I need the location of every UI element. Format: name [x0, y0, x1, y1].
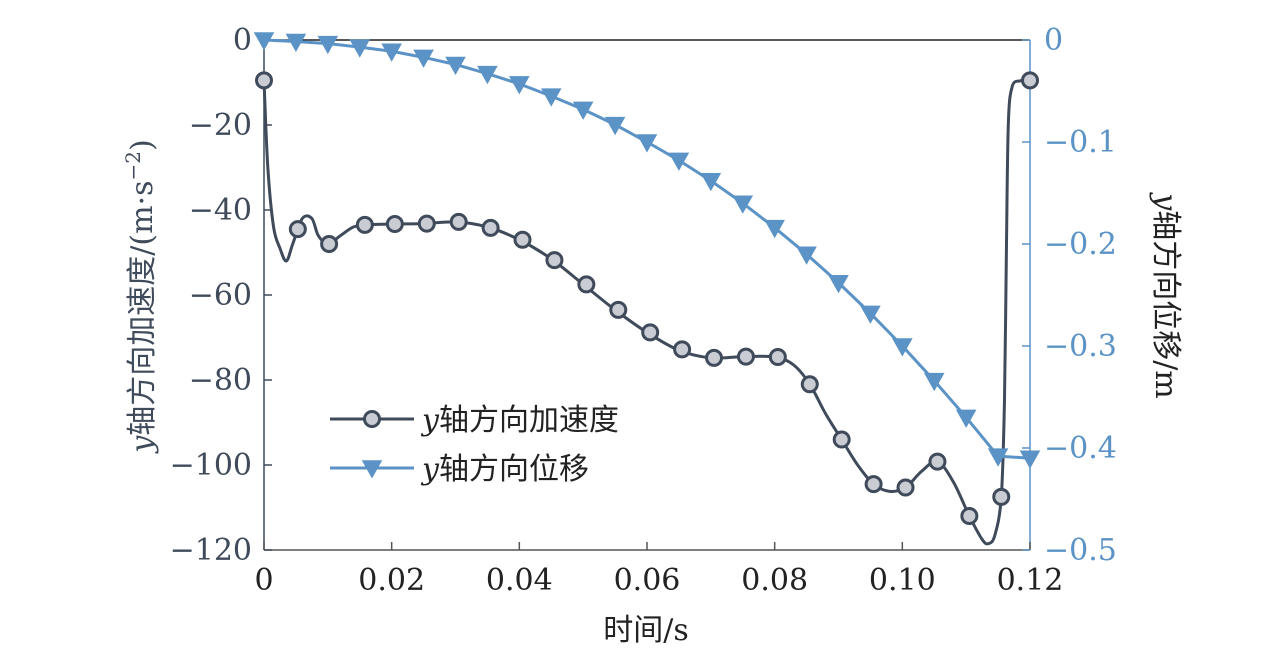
series-disp-marker [636, 134, 658, 153]
left-y-axis-title-sup: −2 [121, 151, 145, 180]
left-y-axis-title-text: 轴方向加速度/(m·s [125, 181, 160, 436]
series-disp-marker [381, 43, 402, 62]
legend-accel-text: 轴方向加速度 [439, 403, 619, 438]
series-accel-marker [800, 375, 819, 394]
series-disp-marker [1019, 450, 1041, 469]
series-accel-marker [832, 430, 851, 449]
right-y-tick-label: −0.2 [1044, 227, 1117, 262]
series-accel-marker [736, 347, 755, 366]
left-y-tick-label: −80 [189, 363, 252, 398]
left-y-tick-label: −40 [189, 193, 252, 228]
series-accel-marker [928, 452, 947, 471]
series-accel-marker [641, 323, 660, 342]
series-disp-marker [796, 246, 817, 265]
series-disp-marker [445, 56, 466, 76]
series-disp-marker [349, 39, 371, 58]
x-tick-label: 0.10 [869, 563, 936, 598]
legend-accel-label: y轴方向加速度 [420, 403, 619, 438]
series-disp-marker [604, 116, 626, 136]
legend-accel-marker [363, 410, 381, 428]
series-accel-marker [577, 275, 596, 294]
series-disp-marker [987, 448, 1009, 467]
x-tick-label: 0.12 [997, 563, 1064, 598]
series-accel-marker [960, 507, 979, 525]
series-accel-marker [513, 230, 532, 249]
right-y-axis-title-var: y [1148, 191, 1183, 211]
series-accel-marker [705, 348, 724, 367]
series-disp-marker [700, 173, 722, 192]
series-disp-marker [828, 275, 849, 294]
left-y-axis-title-var: y [125, 435, 160, 455]
series-disp-marker [572, 101, 594, 120]
series-accel-marker [768, 348, 787, 367]
series-disp-marker [764, 219, 785, 239]
right-y-tick-label: 0 [1044, 23, 1063, 58]
right-y-tick-label: −0.5 [1044, 533, 1117, 568]
series-disp-marker [892, 338, 913, 357]
x-tick-label: 0 [254, 563, 273, 598]
series-accel-marker [609, 300, 628, 319]
legend-disp-text: 轴方向位移 [439, 452, 589, 487]
x-axis-title: 时间/s [603, 613, 689, 648]
left-y-axis-title: y轴方向加速度/(m·s−2) [121, 139, 160, 454]
series-accel-marker [673, 340, 692, 359]
series-disp-marker [955, 409, 977, 428]
legend-accel-var: y [420, 403, 440, 438]
legend-disp-var: y [420, 452, 440, 487]
x-tick-label: 0.08 [741, 563, 808, 598]
legend-entry-disp: y轴方向位移 [330, 452, 589, 487]
series-disp-marker [923, 372, 945, 392]
series-accel-marker [320, 235, 339, 253]
x-tick-label: 0.04 [486, 563, 553, 598]
x-tick-label: 0.02 [358, 563, 425, 598]
right-y-axis-title-text: 轴方向位移/m [1148, 210, 1183, 399]
left-y-tick-label: 0 [233, 23, 252, 58]
right-y-tick-label: −0.1 [1044, 125, 1117, 160]
series-disp-line [263, 38, 1031, 460]
left-y-tick-label: −100 [170, 448, 252, 483]
left-y-tick-label: −20 [189, 108, 252, 143]
series-accel-marker [417, 214, 436, 233]
series-accel-marker [449, 212, 468, 231]
series-accel-marker [355, 215, 374, 234]
legend-disp-marker [361, 460, 383, 479]
right-y-tick-label: −0.4 [1044, 431, 1117, 466]
series-accel-marker [288, 220, 307, 239]
series-disp-marker [668, 152, 690, 171]
series-disp-marker [285, 33, 307, 53]
series-disp-marker [477, 65, 498, 85]
right-y-tick-label: −0.3 [1044, 329, 1117, 364]
legend-entry-accel: y轴方向加速度 [330, 403, 619, 438]
legend-disp-label: y轴方向位移 [420, 452, 589, 487]
series-disp-marker [317, 35, 339, 55]
series-accel-marker [1021, 71, 1039, 90]
right-y-axis-title: y轴方向位移/m [1148, 191, 1183, 399]
series-disp-marker [860, 305, 881, 324]
left-y-tick-label: −60 [189, 278, 252, 313]
series-accel-marker [385, 215, 404, 234]
series-accel-marker [481, 218, 500, 237]
series-accel-marker [545, 251, 564, 270]
series-disp-marker [540, 88, 562, 107]
legend: y轴方向加速度 y轴方向位移 [330, 403, 619, 487]
series-accel-marker [255, 71, 273, 90]
left-y-axis-title-close: ) [125, 139, 160, 151]
series-accel-marker [896, 478, 915, 497]
series-disp-marker [413, 49, 434, 68]
series-disp-marker [253, 32, 275, 51]
series-disp-marker [732, 195, 754, 214]
series-accel-marker [992, 487, 1011, 506]
series-disp-marker [509, 76, 530, 95]
x-tick-label: 0.06 [614, 563, 681, 598]
left-y-tick-label: −120 [170, 533, 252, 568]
series-accel-marker [864, 475, 883, 494]
